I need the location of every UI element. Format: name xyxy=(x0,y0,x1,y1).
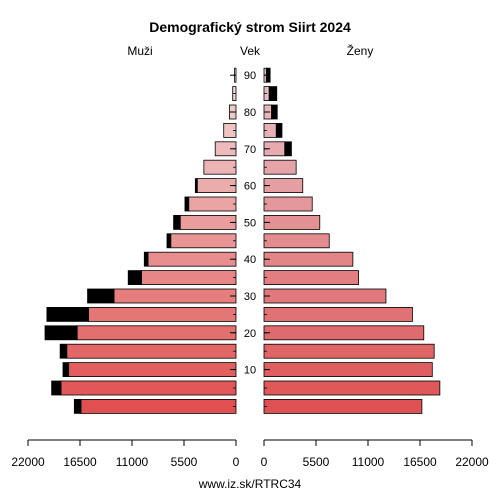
men-excess-bar-10-14 xyxy=(62,362,70,378)
men-bar-25-29 xyxy=(88,306,237,322)
right-x-tick-label: 11000 xyxy=(352,455,385,469)
men-excess-bar-45-49 xyxy=(166,233,172,249)
women-bar-50-54 xyxy=(263,214,321,230)
age-tick-label: 60 xyxy=(244,181,256,193)
women-bar-35-39 xyxy=(263,270,359,286)
men-excess-bar-35-39 xyxy=(127,270,142,286)
men-excess-bar-0-4 xyxy=(73,398,82,414)
women-excess-bar-75-79 xyxy=(275,123,283,138)
age-tick-label: 50 xyxy=(244,217,256,229)
women-bar-25-29 xyxy=(263,306,413,322)
left-x-tick-label: 0 xyxy=(233,455,240,469)
men-excess-bar-55-59 xyxy=(184,196,190,212)
right-x-tick-label: 16500 xyxy=(403,455,437,469)
women-excess-bar-80-84 xyxy=(271,104,278,120)
men-bar-15-19 xyxy=(66,343,237,359)
women-excess-bar-70-74 xyxy=(284,141,292,157)
men-bar-40-44 xyxy=(147,251,237,267)
source-label: www.iz.sk/RTRC34 xyxy=(198,477,302,491)
right-x-tick-label: 22000 xyxy=(455,455,489,469)
men-bar-50-54 xyxy=(179,214,237,230)
men-excess-bar-50-54 xyxy=(173,214,181,230)
women-excess-bar-85-89 xyxy=(268,86,278,101)
men-bar-55-59 xyxy=(188,196,237,212)
left-x-tick-label: 22000 xyxy=(11,455,45,469)
women-bar-20-24 xyxy=(263,325,425,341)
chart-title: Demografický strom Siirt 2024 xyxy=(149,19,351,35)
center-axis-label: Vek xyxy=(240,44,261,58)
men-bar-10-14 xyxy=(68,362,237,378)
men-excess-bar-25-29 xyxy=(46,306,89,322)
right-x-tick-label: 0 xyxy=(261,455,268,469)
men-bar-45-49 xyxy=(170,233,237,249)
women-bar-10-14 xyxy=(263,362,433,378)
age-tick-label: 20 xyxy=(244,328,256,340)
left-x-tick-label: 5500 xyxy=(171,455,198,469)
women-bar-0-4 xyxy=(263,398,423,414)
men-bar-65-69 xyxy=(203,159,237,175)
age-tick-label: 40 xyxy=(244,254,256,266)
women-bar-45-49 xyxy=(263,233,330,249)
bars-group xyxy=(44,67,441,414)
women-bar-65-69 xyxy=(263,159,297,175)
axes-group: 10 20 30 40 50 60 70 80 90 22000 16500 11000 5500 0 0 5… xyxy=(11,70,489,469)
right-x-tick-label: 5500 xyxy=(303,455,330,469)
women-bar-40-44 xyxy=(263,251,354,267)
age-tick-label: 70 xyxy=(244,144,256,156)
age-tick-label: 10 xyxy=(244,365,256,377)
left-x-tick-label: 16500 xyxy=(63,455,97,469)
men-excess-bar-20-24 xyxy=(44,325,78,341)
men-excess-bar-60-64 xyxy=(194,178,198,194)
men-excess-bar-30-34 xyxy=(87,288,115,304)
women-bar-30-34 xyxy=(263,288,387,304)
age-tick-label: 80 xyxy=(244,107,256,119)
right-series-label: Ženy xyxy=(347,43,374,58)
men-bar-35-39 xyxy=(141,270,237,286)
men-bar-20-24 xyxy=(76,325,237,341)
left-x-tick-label: 11000 xyxy=(116,455,149,469)
age-tick-label: 90 xyxy=(244,70,256,82)
men-bar-5-9 xyxy=(60,380,237,396)
women-bar-15-19 xyxy=(263,343,435,359)
age-tick-label: 30 xyxy=(244,291,256,303)
men-excess-bar-5-9 xyxy=(51,380,62,396)
left-series-label: Muži xyxy=(127,44,152,58)
women-bar-5-9 xyxy=(263,380,441,396)
men-excess-bar-40-44 xyxy=(143,251,149,267)
men-excess-bar-15-19 xyxy=(59,343,68,359)
men-bar-30-34 xyxy=(113,288,237,304)
women-bar-55-59 xyxy=(263,196,313,212)
men-bar-0-4 xyxy=(80,398,237,414)
